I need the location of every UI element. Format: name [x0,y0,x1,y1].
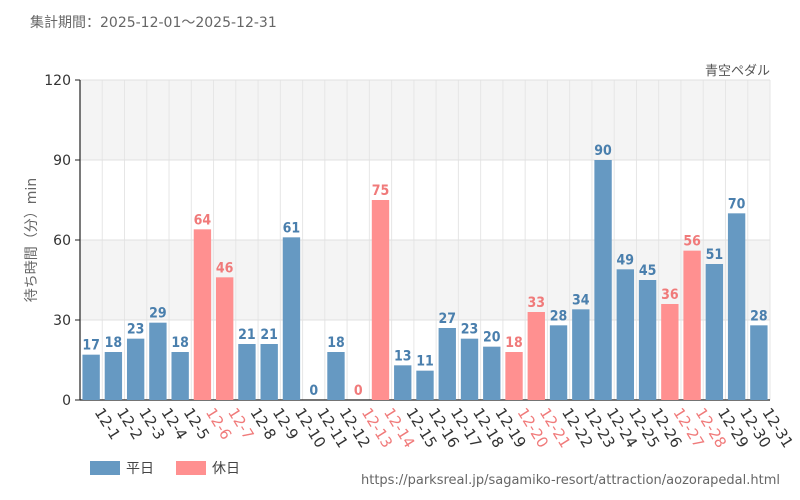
bar-value-label: 21 [260,327,278,343]
bar [238,344,256,400]
bar-value-label: 18 [505,335,523,351]
bar-value-label: 0 [354,383,363,399]
bar-value-label: 61 [283,220,301,236]
bar-value-label: 23 [127,322,145,338]
y-tick-label: 60 [53,233,71,249]
bar-value-label: 70 [728,196,746,212]
legend-label-holiday: 休日 [212,461,240,477]
bar [705,264,724,400]
plot-band [80,80,770,160]
bar-value-label: 27 [438,311,456,327]
bar [750,325,768,400]
legend-swatch-holiday [176,461,206,475]
bar [171,352,189,400]
bar-value-label: 49 [617,252,635,268]
bar [460,338,479,400]
legend-label-weekday: 平日 [126,461,154,477]
bar [727,213,746,400]
y-tick-label: 0 [62,393,71,409]
source-url[interactable]: https://parksreal.jp/sagamiko-resort/att… [361,473,780,488]
bar [327,352,345,400]
bar-value-label: 46 [216,260,234,276]
bar [661,304,679,400]
bar-value-label: 28 [550,308,568,324]
bar-value-label: 33 [528,295,546,311]
bar-value-label: 64 [194,212,212,228]
bar-value-label: 29 [149,306,167,322]
bar-value-label: 51 [706,247,724,263]
bar [438,328,456,400]
bar [683,250,701,400]
plot-band [80,160,770,240]
y-tick-label: 30 [53,313,71,329]
bar [594,160,612,400]
bar-value-label: 20 [483,330,501,346]
bar [126,338,145,400]
bar-value-label: 56 [683,234,701,250]
bar [616,269,635,400]
y-tick-label: 90 [53,153,71,169]
bar-value-label: 0 [309,383,318,399]
bar [371,200,390,400]
bar-value-label: 90 [594,143,612,159]
bar [527,312,545,400]
bar [82,354,100,400]
legend-item-holiday: 休日 [176,458,240,478]
legend: 平日 休日 [90,458,240,478]
bar [394,365,412,400]
bar [193,229,212,400]
bar-value-label: 21 [238,327,256,343]
bar [483,346,501,400]
bar-value-label: 11 [416,354,434,370]
bar-value-label: 18 [171,335,189,351]
bar [638,280,657,400]
bar [549,325,568,400]
bar [260,344,278,400]
bar-value-label: 28 [750,308,768,324]
bar [149,322,167,400]
bar [104,352,123,400]
bar [572,309,590,400]
y-axis-label: 待ち時間（分）min [24,178,40,302]
bar-value-label: 36 [661,287,679,303]
bar-value-label: 45 [639,263,657,279]
period-label: 集計期間：2025-12-01～2025-12-31 [30,15,277,31]
legend-swatch-weekday [90,461,120,475]
bar [215,277,234,400]
bar [416,370,434,400]
bar-value-label: 13 [394,348,412,364]
legend-item-weekday: 平日 [90,458,154,478]
bar-value-label: 17 [82,338,100,354]
bar-value-label: 34 [572,292,590,308]
y-tick-label: 120 [44,73,71,89]
bar-value-label: 18 [105,335,123,351]
bar [505,352,523,400]
bar [282,237,301,400]
chart-title: 青空ペダル [704,64,770,79]
bar-value-label: 23 [461,322,479,338]
bar-value-label: 75 [372,183,390,199]
bar-value-label: 18 [327,335,345,351]
